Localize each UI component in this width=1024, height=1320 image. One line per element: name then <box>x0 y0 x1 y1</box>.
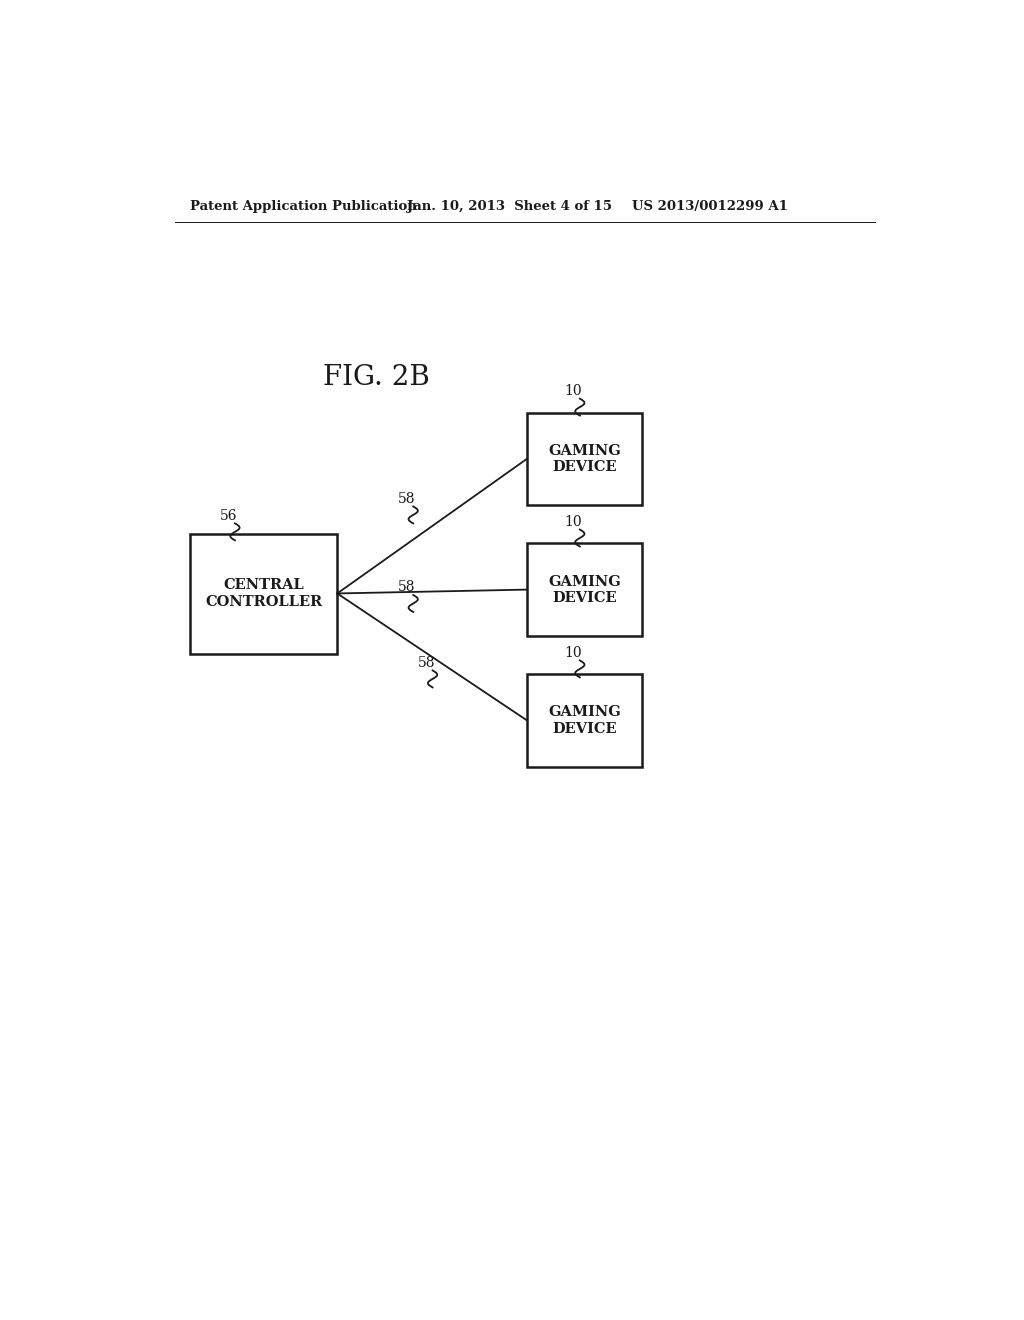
Bar <box>527 675 642 767</box>
Text: Jan. 10, 2013  Sheet 4 of 15: Jan. 10, 2013 Sheet 4 of 15 <box>407 199 612 213</box>
Bar <box>527 412 642 504</box>
Text: GAMING
DEVICE: GAMING DEVICE <box>548 574 621 605</box>
Bar <box>190 535 337 653</box>
Text: 10: 10 <box>565 515 583 529</box>
Text: 58: 58 <box>398 491 416 506</box>
Text: 58: 58 <box>398 581 416 594</box>
Text: CENTRAL
CONTROLLER: CENTRAL CONTROLLER <box>205 578 323 609</box>
Bar <box>527 544 642 636</box>
Text: 10: 10 <box>565 645 583 660</box>
Text: GAMING
DEVICE: GAMING DEVICE <box>548 444 621 474</box>
Text: FIG. 2B: FIG. 2B <box>323 364 429 391</box>
Text: 10: 10 <box>565 384 583 397</box>
Text: 58: 58 <box>418 656 435 669</box>
Text: Patent Application Publication: Patent Application Publication <box>190 199 417 213</box>
Text: GAMING
DEVICE: GAMING DEVICE <box>548 705 621 735</box>
Text: US 2013/0012299 A1: US 2013/0012299 A1 <box>632 199 787 213</box>
Text: 56: 56 <box>220 508 238 523</box>
